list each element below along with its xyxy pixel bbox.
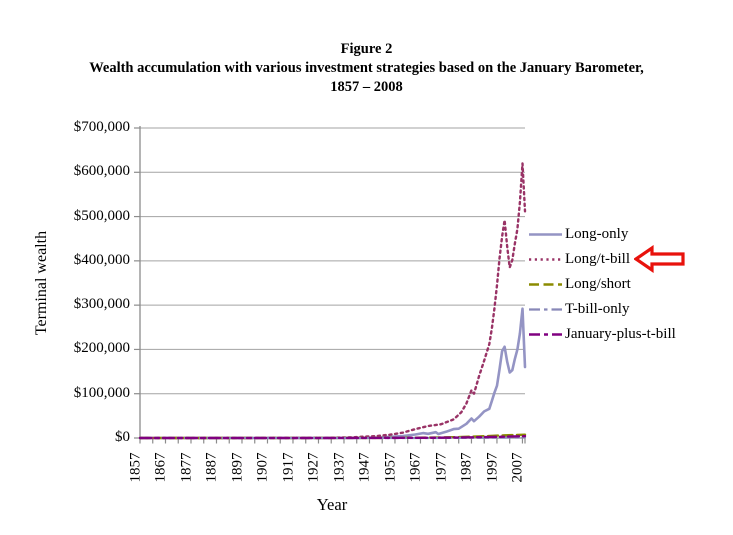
y-tick-label: $0 <box>115 429 130 445</box>
figure-title-text: Wealth accumulation with various investm… <box>89 60 644 76</box>
x-tick-label: 1857 <box>127 452 144 483</box>
x-tick-label: 1997 <box>484 452 501 483</box>
legend-label: Long-only <box>565 226 629 242</box>
figure-date-range: 1857 – 2008 <box>330 79 403 95</box>
x-tick-label: 1927 <box>305 452 322 483</box>
x-tick-label: 1887 <box>203 452 220 483</box>
legend-item-long-only: Long-only <box>529 226 676 243</box>
y-tick-label: $200,000 <box>73 340 130 357</box>
legend-key-line <box>529 233 562 236</box>
legend-key-line <box>529 308 562 311</box>
legend-item-t-bill-only: T-bill-only <box>529 301 676 318</box>
x-axis-title: Year <box>316 495 348 514</box>
x-tick-label: 1957 <box>382 452 399 483</box>
x-tick-label: 1947 <box>356 452 373 483</box>
y-tick-label: $100,000 <box>73 384 130 401</box>
legend: Long-only Long/t-bill Long/short T-bill-… <box>529 226 676 351</box>
legend-item-long-short: Long/short <box>529 276 676 293</box>
series-January-plus-t-bill <box>138 434 527 440</box>
legend-label: January-plus-t-bill <box>565 326 676 342</box>
figure-caption: Figure 2 Wealth accumulation with variou… <box>0 40 733 97</box>
x-tick-label: 1877 <box>178 452 195 483</box>
highlight-arrow-icon <box>634 245 685 273</box>
legend-key-line <box>529 333 562 336</box>
y-tick-label: $500,000 <box>73 207 130 224</box>
legend-key-line <box>529 283 562 286</box>
x-tick-label: 1897 <box>229 452 246 483</box>
y-tick-label: $600,000 <box>73 163 130 180</box>
x-tick-label: 1907 <box>254 452 271 483</box>
x-tick-label: 1987 <box>458 452 475 483</box>
figure-label: Figure 2 <box>340 41 393 57</box>
y-tick-label: $700,000 <box>73 119 130 135</box>
legend-label: Long/t-bill <box>565 251 630 267</box>
series-Long/t-bill <box>138 162 527 440</box>
x-tick-label: 1967 <box>407 452 424 483</box>
y-tick-label: $400,000 <box>73 251 130 268</box>
legend-key-line <box>529 258 562 261</box>
legend-label: T-bill-only <box>565 301 630 317</box>
series-Long-only <box>138 307 527 440</box>
legend-item-january-plus-t-bill: January-plus-t-bill <box>529 326 676 343</box>
x-tick-label: 2007 <box>509 452 526 483</box>
legend-item-long-t-bill: Long/t-bill <box>529 251 676 268</box>
x-tick-label: 1937 <box>331 452 348 483</box>
y-tick-label: $300,000 <box>73 296 130 313</box>
legend-label: Long/short <box>565 276 631 292</box>
x-tick-label: 1867 <box>152 452 169 483</box>
x-tick-label: 1977 <box>433 452 450 483</box>
y-axis-title: Terminal wealth <box>33 230 50 336</box>
x-tick-label: 1917 <box>280 452 297 483</box>
